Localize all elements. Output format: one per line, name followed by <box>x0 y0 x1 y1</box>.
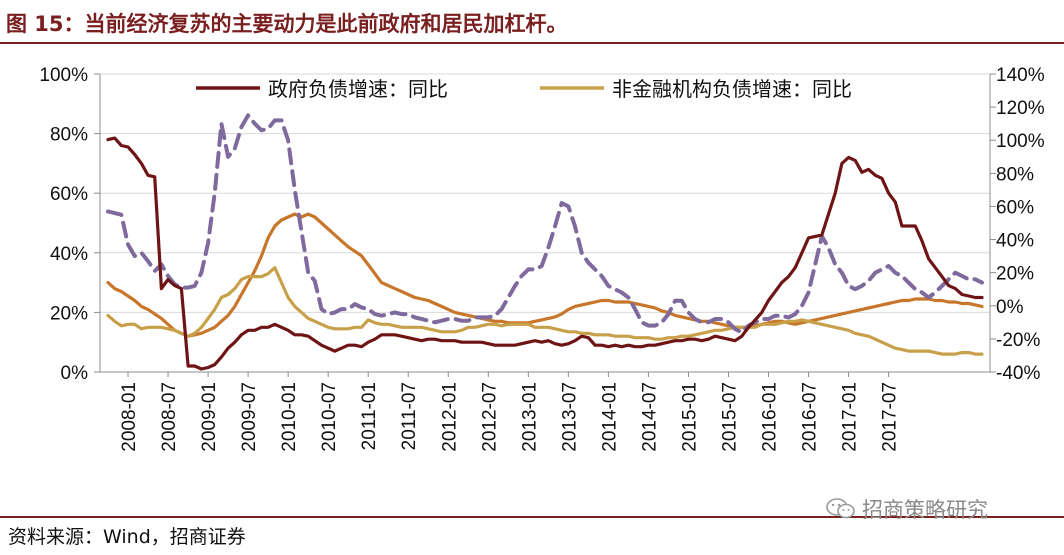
x-tick-label: 2010-07 <box>319 382 340 452</box>
x-tick-label: 2017-01 <box>840 382 861 452</box>
x-tick-label: 2014-01 <box>599 382 620 452</box>
right-tick-label: 100% <box>996 131 1045 152</box>
line-chart: 0% 20% 40% 60% 80% 100% -40% -20% 0% 20% 40% 60% 80… <box>39 65 1045 452</box>
left-axis-ticks: 0% 20% 40% 60% 80% 100% <box>39 65 100 384</box>
x-tick-label: 2012-07 <box>479 382 500 452</box>
left-tick-label: 100% <box>39 65 88 86</box>
x-tick-label: 2011-01 <box>359 382 380 450</box>
source-note: 资料来源：Wind，招商证券 <box>8 526 246 548</box>
x-tick-label: 2011-07 <box>399 382 420 450</box>
right-tick-label: -20% <box>996 330 1040 351</box>
series-line-1 <box>106 266 984 356</box>
x-tick-label: 2010-01 <box>279 382 300 452</box>
grid <box>100 73 990 313</box>
left-tick-label: 80% <box>50 125 88 146</box>
x-tick-label: 2009-07 <box>239 382 260 452</box>
legend-label: 非金融机构负债增速：同比 <box>612 77 852 101</box>
x-tick-label: 2012-01 <box>439 382 460 452</box>
left-tick-label: 20% <box>50 303 88 324</box>
right-tick-label: 140% <box>996 65 1045 86</box>
watermark: 招商策略研究 <box>826 494 988 524</box>
series-line-0 <box>106 136 984 371</box>
legend-label: 政府负债增速：同比 <box>268 77 448 101</box>
watermark-text: 招商策略研究 <box>862 498 988 522</box>
top-rule <box>0 42 1064 44</box>
right-tick-label: 80% <box>996 164 1034 185</box>
x-tick-label: 2008-01 <box>119 382 140 452</box>
series-layer <box>106 113 984 371</box>
right-tick-label: 0% <box>996 297 1024 318</box>
legend: 政府负债增速：同比 非金融机构负债增速：同比 <box>196 77 852 101</box>
left-tick-label: 40% <box>50 244 88 265</box>
x-tick-label: 2008-07 <box>159 382 180 452</box>
left-tick-label: 0% <box>61 363 89 384</box>
x-tick-label: 2015-01 <box>679 382 700 452</box>
right-tick-label: 20% <box>996 264 1034 285</box>
x-tick-label: 2009-01 <box>199 382 220 452</box>
left-tick-label: 60% <box>50 184 88 205</box>
wechat-icon <box>826 498 855 519</box>
figure-title: 图 15：当前经济复苏的主要动力是此前政府和居民加杠杆。 <box>6 12 568 36</box>
series-line-2 <box>106 212 984 338</box>
right-tick-label: 40% <box>996 231 1034 252</box>
x-tick-label: 2016-01 <box>760 382 781 452</box>
x-tick-label: 2013-01 <box>519 382 540 452</box>
x-tick-label: 2013-07 <box>559 382 580 452</box>
x-tick-label: 2016-07 <box>800 382 821 452</box>
right-tick-label: 60% <box>996 197 1034 218</box>
x-tick-label: 2017-07 <box>880 382 901 452</box>
right-tick-label: 120% <box>996 98 1045 119</box>
right-axis-ticks: -40% -20% 0% 20% 40% 60% 80% 100% 120% 140% <box>990 65 1045 384</box>
x-tick-label: 2015-07 <box>719 382 740 452</box>
x-tick-label: 2014-07 <box>639 382 660 452</box>
bottom-rule <box>0 516 1064 518</box>
x-axis-ticks: 2008-01 2008-07 2009-01 2009-07 2010-01 2010-… <box>119 372 901 452</box>
right-tick-label: -40% <box>996 363 1040 384</box>
series-line-3 <box>106 113 984 335</box>
